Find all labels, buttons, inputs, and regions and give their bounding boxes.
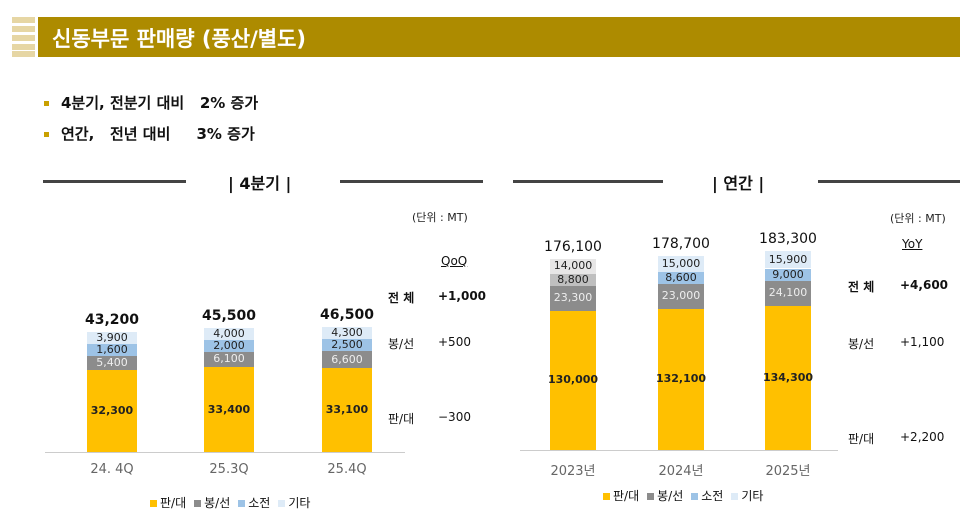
- bar-segment-봉/선: 5,400: [87, 356, 137, 370]
- divider: [818, 180, 960, 183]
- bar-segment-기타: 3,900: [87, 332, 137, 345]
- bar-total-label: 46,500: [319, 307, 375, 324]
- bar-segment-소전: 8,600: [658, 272, 704, 285]
- comparison-label: 전 체: [388, 291, 415, 305]
- divider: [513, 180, 663, 183]
- header-decoration: [12, 26, 35, 32]
- bar-segment-봉/선: 23,000: [658, 284, 704, 309]
- x-tick-label: 2023년: [550, 464, 596, 479]
- comparison-label: 판/대: [848, 432, 875, 446]
- bar-segment-기타: 4,000: [204, 327, 254, 340]
- comparison-value: +1,000: [438, 289, 487, 303]
- bar-segment-소전: 8,800: [550, 273, 596, 286]
- legend-item: 봉/선: [647, 487, 683, 504]
- comparison-label: 봉/선: [848, 337, 875, 351]
- comparison-label: 전 체: [848, 280, 875, 294]
- bullet-text: 연간, 전년 대비 3% 증가: [61, 125, 255, 143]
- bar-segment-기타: 4,300: [322, 327, 372, 340]
- legend-item: 소전: [238, 494, 270, 511]
- bar-total-label: 45,500: [201, 307, 257, 324]
- bar-segment-기타: 15,900: [765, 251, 811, 269]
- bar-segment-봉/선: 6,100: [204, 351, 254, 368]
- comparison-value: +4,600: [900, 278, 949, 292]
- comparison-header: QoQ: [441, 254, 468, 268]
- comparison-value: +2,200: [900, 430, 945, 444]
- section-title-quarter: | 4분기 |: [228, 174, 292, 193]
- bar-segment-소전: 2,500: [322, 339, 372, 352]
- legend-item: 판/대: [603, 487, 639, 504]
- x-axis: [520, 450, 838, 451]
- legend: 판/대 봉/선 소전 기타: [150, 494, 310, 511]
- title-bar: 신동부문 판매량 (풍산/별도): [38, 17, 960, 57]
- header-decoration: [12, 17, 35, 23]
- bar-segment-봉/선: 6,600: [322, 351, 372, 368]
- x-axis: [45, 452, 405, 453]
- legend-item: 소전: [691, 487, 723, 504]
- comparison-value: +500: [438, 335, 471, 349]
- bar-segment-판/대: 130,000: [548, 310, 598, 450]
- comparison-header: YoY: [902, 237, 923, 251]
- comparison-value: +1,100: [900, 335, 945, 349]
- bar-segment-판/대: 33,400: [204, 367, 254, 452]
- x-tick-label: 24. 4Q: [90, 462, 134, 477]
- divider: [43, 180, 186, 183]
- bar-segment-소전: 9,000: [765, 268, 811, 281]
- bullet-text: 4분기, 전분기 대비 2% 증가: [61, 94, 259, 112]
- x-tick-label: 25.3Q: [209, 462, 249, 477]
- bar-segment-기타: 14,000: [550, 258, 596, 274]
- header-decoration: [12, 51, 35, 57]
- bar-segment-소전: 1,600: [87, 344, 137, 357]
- header-decoration: [12, 44, 35, 50]
- bar-segment-봉/선: 24,100: [765, 280, 811, 307]
- bullet-annual: 연간, 전년 대비 3% 증가: [44, 123, 255, 144]
- bar-segment-판/대: 32,300: [87, 369, 137, 452]
- divider: [340, 180, 483, 183]
- legend-item: 판/대: [150, 494, 186, 511]
- bar-segment-기타: 15,000: [658, 255, 704, 273]
- bar-segment-판/대: 33,100: [322, 367, 372, 452]
- header-decoration: [12, 35, 35, 41]
- comparison-label: 봉/선: [388, 337, 415, 351]
- bar-total-label: 178,700: [652, 235, 710, 252]
- legend-item: 봉/선: [194, 494, 230, 511]
- bar-segment-소전: 2,000: [204, 339, 254, 352]
- comparison-label: 판/대: [388, 412, 415, 426]
- page-title: 신동부문 판매량 (풍산/별도): [52, 27, 307, 51]
- bullet-quarter: 4분기, 전분기 대비 2% 증가: [44, 92, 258, 113]
- bar-total-label: 176,100: [544, 238, 602, 255]
- legend-item: 기타: [278, 494, 310, 511]
- legend: 판/대 봉/선 소전 기타: [603, 487, 763, 504]
- legend-item: 기타: [731, 487, 763, 504]
- section-title-annual: | 연간 |: [712, 174, 765, 193]
- bar-total-label: 43,200: [84, 312, 140, 329]
- x-tick-label: 25.4Q: [327, 462, 367, 477]
- bar-segment-봉/선: 23,300: [550, 285, 596, 311]
- bar-total-label: 183,300: [759, 231, 817, 248]
- unit-label: (단위 : MT): [412, 211, 468, 224]
- unit-label: (단위 : MT): [890, 212, 946, 225]
- x-tick-label: 2025년: [765, 464, 811, 479]
- bar-segment-판/대: 134,300: [763, 306, 813, 450]
- x-tick-label: 2024년: [658, 464, 704, 479]
- comparison-value: −300: [438, 410, 471, 424]
- bar-segment-판/대: 132,100: [656, 308, 706, 450]
